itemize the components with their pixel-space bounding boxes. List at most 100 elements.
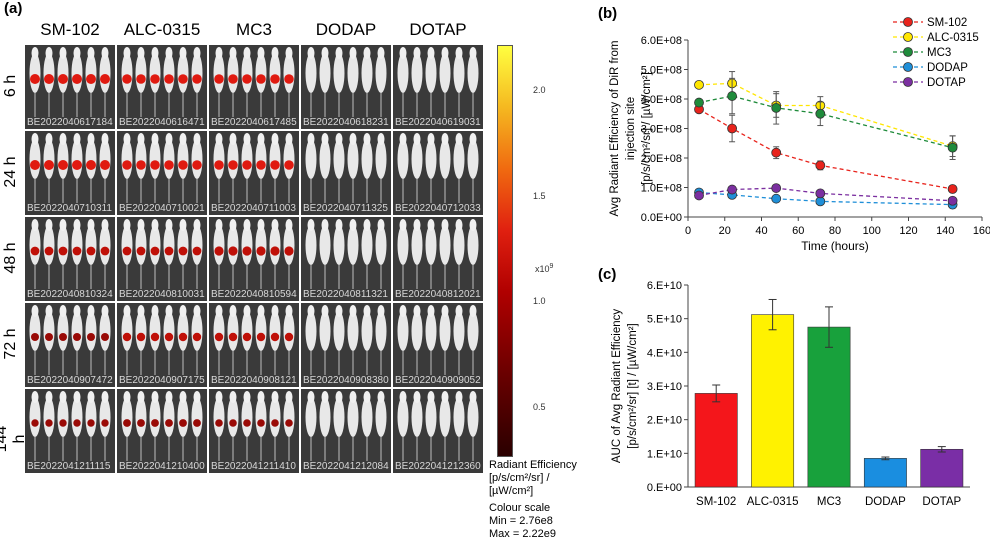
y-tick-label: 0.E+00 <box>647 482 682 494</box>
mouse-silhouette <box>397 305 409 375</box>
fluorescence-spot <box>86 160 96 170</box>
mouse-silhouette <box>227 47 239 117</box>
mouse-silhouette <box>191 305 203 375</box>
fluorescence-spot <box>270 160 280 170</box>
image-id-label: BE20220407110​03 <box>211 203 296 214</box>
legend-label: MC3 <box>927 47 951 59</box>
mouse-silhouette <box>43 133 55 203</box>
mouse-silhouette <box>439 305 451 375</box>
fluorescence-spot <box>270 332 280 342</box>
mouse-silhouette <box>319 219 331 289</box>
y-tick-label: 2.E+10 <box>647 415 682 427</box>
mouse-silhouette <box>135 47 147 117</box>
series-line <box>698 95 953 149</box>
fluorescence-spot <box>179 419 187 427</box>
image-tile: BE20220406190​31 <box>393 45 483 129</box>
mouse-silhouette <box>347 305 359 375</box>
fluorescence-spot <box>150 74 160 84</box>
data-point <box>727 184 738 195</box>
mouse-silhouette <box>43 305 55 375</box>
category-label: ALC-0315 <box>747 496 799 508</box>
fluorescence-spot <box>215 419 223 427</box>
mouse-silhouette <box>397 391 409 461</box>
mouse-silhouette <box>191 47 203 117</box>
mouse-silhouette <box>467 219 479 289</box>
y-axis-label: Avg Radiant Efficiency of DiR from <box>609 41 621 217</box>
column-header-dotap: DOTAP <box>409 20 467 39</box>
legend-marker <box>903 32 913 42</box>
fluorescence-spot <box>178 246 188 256</box>
fluorescence-spot <box>87 419 95 427</box>
x-tick-label: 120 <box>899 225 917 237</box>
y-tick-label: 3.0E+08 <box>641 124 682 136</box>
bar-chart: (c) 0.E+00 1.E+10 2.E+10 3.E+10 4.E+10 5.E+10 6… <box>598 266 970 508</box>
image-id-label: BE20220412114​10 <box>211 461 296 472</box>
image-tile: BE20220412111​15 <box>25 389 115 473</box>
colorbar-units-line2: [µW/cm²] <box>489 485 534 497</box>
column-header-alc-0315: ALC-0315 <box>123 20 201 39</box>
mouse-silhouette <box>57 219 69 289</box>
mouse-silhouette <box>85 47 97 117</box>
category-label: DODAP <box>865 496 906 508</box>
image-tile: BE20220412104​00 <box>117 389 207 473</box>
mouse-silhouette <box>241 305 253 375</box>
mouse-silhouette <box>269 219 281 289</box>
mouse-silhouette <box>269 305 281 375</box>
mouse-silhouette <box>305 305 317 375</box>
row-label-72h: 72 h <box>2 328 19 360</box>
mouse-silhouette <box>241 133 253 203</box>
fluorescence-spot <box>30 160 40 170</box>
mouse-silhouette <box>99 133 111 203</box>
mouse-silhouette <box>411 391 423 461</box>
fluorescence-spot <box>58 246 68 256</box>
mouse-silhouette <box>99 305 111 375</box>
column-header-mc3: MC3 <box>236 20 272 39</box>
image-id-label: BE20220408113​21 <box>303 289 388 300</box>
mouse-silhouette <box>177 305 189 375</box>
fluorescence-spot <box>164 160 174 170</box>
colorbar <box>497 45 513 457</box>
colorbar-scale-title: Colour scale <box>489 502 551 514</box>
image-id-label: BE20220408100​31 <box>119 289 205 300</box>
mouse-silhouette <box>57 391 69 461</box>
image-id-label: BE20220407103​11 <box>27 203 112 214</box>
data-point <box>947 195 958 206</box>
mouse-silhouette <box>283 219 295 289</box>
fluorescence-spot <box>59 419 67 427</box>
mouse-silhouette <box>121 219 133 289</box>
y-tick-label: 0.0E+00 <box>641 212 682 224</box>
mouse-silhouette <box>177 391 189 461</box>
mouse-silhouette <box>467 47 479 117</box>
image-id-label: BE20220409090​52 <box>395 375 481 386</box>
mouse-silhouette <box>305 391 317 461</box>
fluorescence-spot <box>136 74 146 84</box>
mouse-silhouette <box>333 47 345 117</box>
fluorescence-spot <box>214 74 224 84</box>
legend-marker <box>903 47 913 57</box>
fluorescence-spot <box>31 419 39 427</box>
mouse-silhouette <box>439 133 451 203</box>
mouse-silhouette <box>29 219 41 289</box>
mouse-silhouette <box>29 133 41 203</box>
fluorescence-spot <box>136 332 146 342</box>
mouse-silhouette <box>213 47 225 117</box>
mouse-silhouette <box>213 219 225 289</box>
image-tile: BE20220409083​80 <box>301 303 391 387</box>
image-id-label: BE20220412120​84 <box>303 461 389 472</box>
mouse-silhouette <box>347 47 359 117</box>
row-label-6h: 6 h <box>2 74 19 98</box>
mouse-silhouette <box>163 47 175 117</box>
mouse-silhouette <box>135 391 147 461</box>
row-label-48h: 48 h <box>2 242 19 274</box>
bar-sm-102 <box>694 393 738 488</box>
fluorescence-spot <box>100 246 110 256</box>
mouse-silhouette <box>319 133 331 203</box>
mouse-silhouette <box>163 305 175 375</box>
panel-c-label: (c) <box>598 266 616 283</box>
mouse-silhouette <box>375 219 387 289</box>
image-tile: BE20220407100​21 <box>117 131 207 215</box>
image-id-label: BE20220409074​72 <box>27 375 113 386</box>
mouse-silhouette <box>85 391 97 461</box>
mouse-silhouette <box>467 133 479 203</box>
mouse-silhouette <box>305 219 317 289</box>
